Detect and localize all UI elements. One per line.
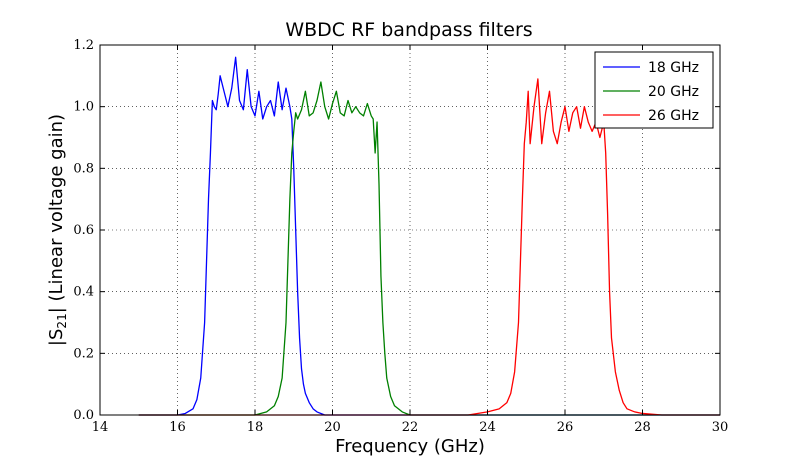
chart-title: WBDC RF bandpass filters [285, 19, 532, 41]
y-tick-label: 1.0 [73, 100, 94, 115]
x-tick-label: 30 [712, 420, 729, 435]
x-tick-label: 28 [634, 420, 651, 435]
x-tick-label: 18 [247, 420, 264, 435]
y-axis-label-prefix: |S [46, 329, 67, 347]
legend-label-26ghz: 26 GHz [648, 108, 699, 124]
x-tick-label: 24 [479, 420, 496, 435]
legend-label-20ghz: 20 GHz [648, 84, 699, 100]
series-line-26ghz [138, 78, 720, 416]
x-axis-label: Frequency (GHz) [335, 436, 485, 457]
y-tick-label: 0.2 [73, 346, 94, 361]
legend-label-18ghz: 18 GHz [648, 60, 699, 76]
y-axis-label: |S21| (Linear voltage gain) [46, 114, 69, 346]
y-axis-label-suffix: | (Linear voltage gain) [46, 114, 67, 313]
legend: 18 GHz 20 GHz 26 GHz [594, 51, 714, 129]
y-tick-label: 0.0 [73, 408, 94, 423]
ticks: 14 16 18 20 22 24 26 28 30 0.0 0.2 0.4 0.6 0.8 1.0 1.2 [73, 38, 728, 435]
y-tick-label: 0.4 [73, 285, 94, 300]
series-lines [138, 56, 720, 416]
x-tick-label: 20 [324, 420, 341, 435]
series-line-20ghz [138, 81, 720, 416]
y-tick-label: 1.2 [73, 38, 94, 53]
y-axis-label-subscript: 21 [55, 313, 69, 328]
x-tick-label: 26 [557, 420, 574, 435]
y-tick-label: 0.8 [73, 161, 94, 176]
y-tick-label: 0.6 [73, 223, 94, 238]
series-line-18ghz [138, 56, 720, 416]
x-tick-label: 16 [169, 420, 186, 435]
x-tick-label: 22 [402, 420, 419, 435]
x-tick-label: 14 [92, 420, 109, 435]
